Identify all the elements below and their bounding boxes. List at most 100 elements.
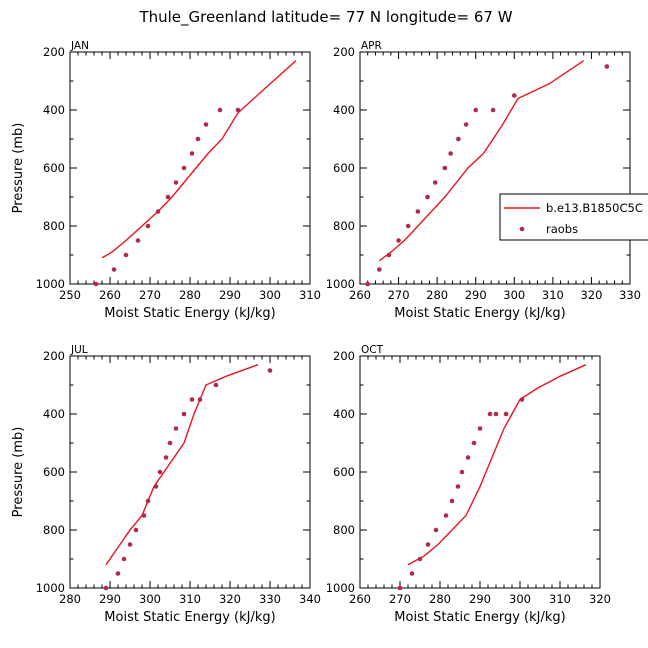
raob-point-oct <box>449 498 455 504</box>
raob-point-apr <box>396 238 401 243</box>
raob-point-oct <box>465 455 471 460</box>
y-tick-label-jul: 400 <box>43 407 65 421</box>
x-tick-label-apr: 290 <box>465 288 487 302</box>
x-tick-label-apr: 270 <box>388 288 410 302</box>
x-tick-label-oct: 260 <box>349 592 371 606</box>
plot-frame-jul <box>69 355 311 589</box>
x-tick-label-jan: 310 <box>299 288 321 302</box>
raob-point-jan <box>111 267 117 272</box>
model-line-apr <box>378 60 585 262</box>
y-tick-label-jul: 600 <box>43 465 65 479</box>
y-tick-label-jul: 200 <box>43 349 65 363</box>
raob-point-jan <box>155 209 161 214</box>
x-tick-label-jul: 330 <box>259 592 281 606</box>
y-tick-label-oct: 1000 <box>326 581 355 595</box>
raob-point-apr <box>604 64 610 69</box>
x-tick-label-apr: 260 <box>349 288 371 302</box>
panel-jul: JUL 280 290 300 310 320 330 340 200 400 600 800 1000… <box>11 344 321 625</box>
panel-label-jul: JUL <box>70 344 88 356</box>
y-tick-label-jan: 600 <box>43 161 65 175</box>
x-tick-label-jan: 290 <box>219 288 241 302</box>
raob-point-apr <box>448 151 453 156</box>
x-tick-label-jan: 300 <box>259 288 281 302</box>
x-tick-label-jan: 250 <box>59 288 81 302</box>
x-tick-label-apr: 280 <box>426 288 448 302</box>
raob-point-jul <box>167 440 173 446</box>
raob-point-oct <box>433 527 439 533</box>
y-tick-label-oct: 600 <box>333 465 355 479</box>
x-tick-label-jan: 280 <box>179 288 201 302</box>
raob-point-apr <box>405 223 411 229</box>
raob-point-apr <box>456 136 461 142</box>
raob-point-apr <box>432 180 438 185</box>
y-axis-label-jan: Pressure (mb) <box>11 123 26 214</box>
y-tick-label-jan: 200 <box>43 45 65 59</box>
panel-apr: APR 260 270 280 290 300 310 320 330 200 400 600 800 1… <box>326 40 641 321</box>
raob-point-oct <box>487 411 493 417</box>
x-tick-label-oct: 300 <box>509 592 531 606</box>
model-line-oct <box>407 364 587 566</box>
x-tick-label-jul: 340 <box>299 592 321 606</box>
x-axis-label-jan: Moist Static Energy (kJ/kg) <box>104 306 275 321</box>
x-tick-label-jul: 310 <box>179 592 201 606</box>
x-tick-label-jul: 280 <box>59 592 81 606</box>
y-tick-label-apr: 400 <box>333 103 355 117</box>
panel-label-oct: OCT <box>361 344 384 356</box>
raob-point-jan <box>203 122 209 127</box>
y-tick-label-jul: 1000 <box>36 581 65 595</box>
raob-point-jan <box>173 180 179 185</box>
raob-point-jul <box>173 426 179 431</box>
raob-point-jan <box>235 107 241 113</box>
raob-point-jul <box>153 484 159 489</box>
y-tick-label-apr: 1000 <box>326 277 355 291</box>
x-tick-label-jan: 260 <box>99 288 121 302</box>
y-tick-label-oct: 200 <box>333 349 355 363</box>
raob-point-apr <box>473 107 479 113</box>
x-tick-label-jul: 320 <box>219 592 241 606</box>
y-tick-label-jan: 1000 <box>36 277 65 291</box>
raob-point-oct <box>455 484 461 489</box>
raob-point-apr <box>490 107 496 113</box>
raob-point-jul <box>189 397 195 402</box>
raob-point-jan <box>181 165 187 171</box>
raob-point-jan <box>195 136 201 142</box>
y-tick-label-apr: 200 <box>333 45 355 59</box>
x-tick-label-jul: 300 <box>139 592 161 606</box>
raob-point-jul <box>127 542 133 547</box>
y-tick-label-oct: 400 <box>333 407 355 421</box>
raob-point-oct <box>397 585 403 591</box>
raob-point-oct <box>503 411 509 417</box>
x-tick-label-oct: 290 <box>469 592 491 606</box>
legend-box <box>499 193 648 241</box>
plot-frame-oct <box>359 355 601 589</box>
raob-point-oct <box>409 571 415 576</box>
raob-point-apr <box>365 281 371 287</box>
model-line-jan <box>101 60 297 259</box>
y-tick-label-apr: 600 <box>333 161 355 175</box>
y-tick-label-jul: 800 <box>43 523 65 537</box>
plot-frame-jan <box>69 51 311 285</box>
y-axis-label-jul: Pressure (mb) <box>11 427 26 518</box>
panels: JAN 250 260 270 280 290 300 310 200 400 600 800 1000… <box>11 40 648 625</box>
y-tick-label-apr: 800 <box>333 219 355 233</box>
raob-point-apr <box>511 93 517 98</box>
raob-point-oct <box>493 411 499 417</box>
raob-point-oct <box>471 440 477 446</box>
raob-point-apr <box>425 194 430 200</box>
x-tick-label-oct: 280 <box>429 592 451 606</box>
panel-jan: JAN 250 260 270 280 290 300 310 200 400 600 800 1000… <box>11 40 321 321</box>
x-tick-label-oct: 270 <box>389 592 411 606</box>
x-axis-label-apr: Moist Static Energy (kJ/kg) <box>394 306 565 321</box>
y-tick-label-jan: 400 <box>43 103 65 117</box>
x-tick-label-apr: 310 <box>542 288 564 302</box>
raob-point-oct <box>443 513 449 518</box>
x-tick-label-jan: 270 <box>139 288 161 302</box>
raob-point-jul <box>133 527 139 533</box>
raob-point-apr <box>415 209 421 214</box>
raob-point-jul <box>145 498 151 504</box>
x-tick-label-apr: 330 <box>619 288 641 302</box>
figure-title: Thule_Greenland latitude= 77 N longitude… <box>138 8 512 27</box>
y-tick-label-oct: 800 <box>333 523 355 537</box>
legend: b.e13.B1850C5C raobs <box>499 193 648 241</box>
model-line-jul <box>105 364 259 566</box>
